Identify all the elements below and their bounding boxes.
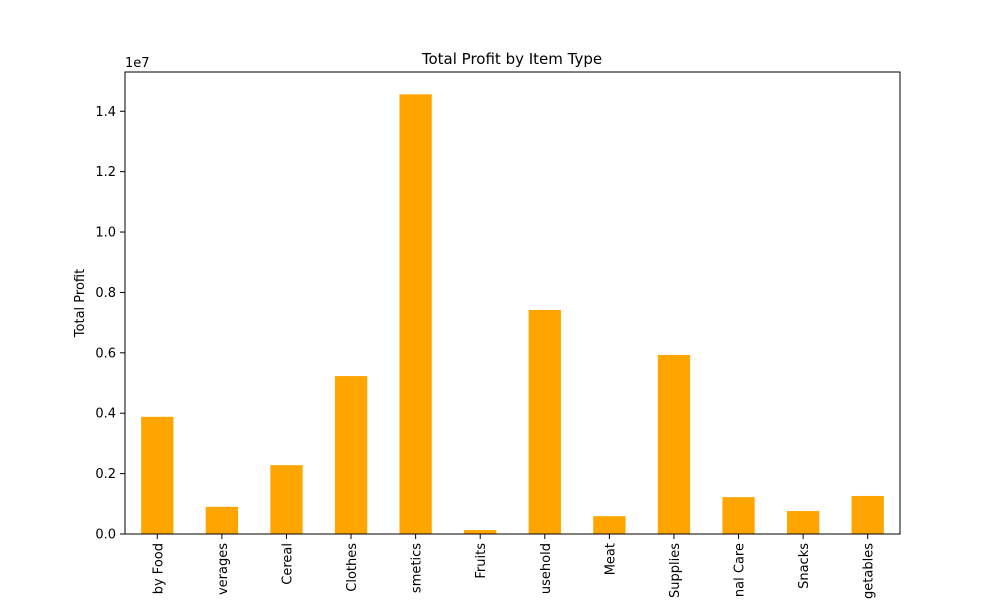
bar-cosmetics [399, 94, 432, 535]
bars [141, 94, 884, 535]
bar-fruits [464, 530, 497, 534]
bar-personal-care [722, 497, 755, 534]
x-tick-label: getables [862, 543, 877, 599]
chart-title: Total Profit by Item Type [421, 50, 602, 68]
bar-clothes [334, 376, 368, 534]
bar-office-supplies [657, 354, 691, 534]
x-tick-label: Cereal [280, 543, 295, 585]
y-tick-label: 1.0 [95, 226, 116, 241]
bar-household [528, 309, 561, 534]
x-tick-label: Supplies [668, 543, 683, 598]
x-tick-label: Clothes [345, 543, 360, 592]
bar-cereal [270, 465, 303, 534]
bar-beverages [205, 506, 239, 534]
y-axis: 0.0 0.2 0.4 0.6 0.8 1.0 1.2 1.4 [95, 105, 125, 543]
x-tick-label: nal Care [733, 543, 748, 597]
y-tick-label: 0.6 [95, 346, 116, 361]
bar-snacks [786, 511, 820, 534]
y-offset-label: 1e7 [125, 56, 150, 71]
x-tick-label: Snacks [797, 543, 812, 589]
x-tick-label: smetics [410, 543, 425, 593]
x-tick-label: Fruits [474, 543, 489, 579]
y-tick-label: 0.4 [95, 407, 116, 422]
x-axis: by Food verages Cereal Clothes smetics Fruits… [151, 534, 877, 599]
x-tick-label: by Food [151, 543, 166, 594]
bar-meat [593, 516, 626, 534]
x-tick-label: usehold [539, 543, 554, 594]
y-tick-label: 1.4 [95, 105, 116, 120]
y-axis-label: Total Profit [73, 269, 88, 338]
x-tick-label: verages [216, 543, 231, 595]
y-tick-label: 0.2 [95, 467, 116, 482]
y-tick-label: 1.2 [95, 165, 116, 180]
bar-vegetables [851, 495, 884, 534]
x-tick-label: Meat [603, 543, 618, 575]
plot-frame [124, 71, 901, 535]
y-tick-label: 0.8 [95, 286, 116, 301]
bar-baby-food [141, 416, 174, 534]
y-tick-label: 0.0 [95, 528, 116, 543]
